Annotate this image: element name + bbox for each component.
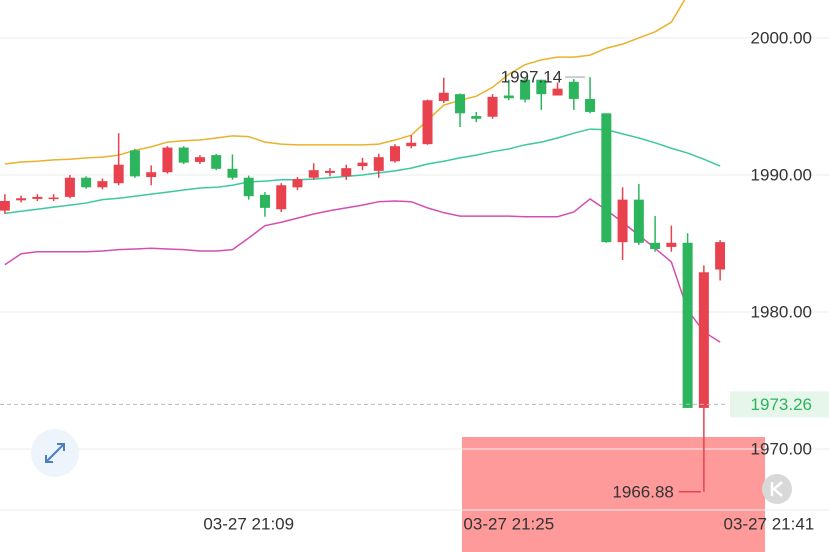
y-tick-label: 1990.00 (751, 165, 812, 184)
x-tick-label: 03-27 21:25 (463, 514, 554, 533)
candle-body (552, 88, 563, 96)
candle-body (292, 179, 303, 188)
candle-body (471, 116, 482, 119)
y-tick-label: 2000.00 (751, 28, 812, 47)
candle-body (422, 100, 433, 145)
band-line (4, 0, 686, 165)
x-tick-label: 03-27 21:41 (724, 514, 815, 533)
band-line (4, 128, 721, 215)
candle-body (178, 147, 189, 163)
candle-body (406, 142, 417, 147)
candle-body (373, 157, 384, 171)
plot-area (0, 0, 725, 492)
candle-body (455, 94, 466, 114)
reset-button[interactable] (762, 474, 792, 504)
candle-body (503, 95, 514, 99)
candle-body (633, 199, 644, 243)
overlay: 1970.00 1980.00 1990.00 2000.00 03-27 21:09 0… (0, 28, 829, 533)
candle-body (194, 157, 205, 162)
highlight-overlay (462, 437, 765, 552)
y-tick-label: 1980.00 (751, 302, 812, 321)
candle-body (97, 181, 108, 188)
candle-body (585, 98, 596, 112)
min-label: 1966.88 (612, 482, 673, 501)
candle-body (32, 196, 43, 199)
candle-body (617, 199, 628, 243)
candle-body (129, 150, 140, 177)
candle-body (601, 113, 612, 243)
candle-body (64, 177, 75, 197)
candle-body (227, 168, 238, 178)
candle-body (308, 170, 319, 178)
candle-body (0, 201, 10, 211)
candle-body (536, 79, 547, 95)
candle-body (243, 177, 254, 197)
candle-body (259, 194, 270, 208)
candle-body (698, 272, 709, 408)
x-tick-label: 03-27 21:09 (203, 514, 294, 533)
candle-body (211, 155, 222, 169)
candle-body (682, 242, 693, 408)
candle-body (341, 168, 352, 177)
candle-body (650, 242, 661, 249)
candle-body (48, 197, 59, 200)
candle-body (390, 146, 401, 162)
y-tick-label: 1970.00 (751, 440, 812, 459)
band-line (4, 198, 721, 343)
last-price-box (730, 391, 829, 418)
candle-body (438, 92, 449, 101)
candle-body (16, 198, 27, 201)
candle-body (568, 81, 579, 99)
candle-body (666, 242, 677, 247)
candle-body (276, 185, 287, 210)
candle-body (520, 79, 531, 100)
expand-button[interactable] (31, 429, 79, 477)
candle-body (357, 162, 368, 167)
candle-body (487, 96, 498, 117)
candle-body (324, 170, 335, 173)
candle-body (162, 147, 173, 173)
candle-body (81, 177, 92, 188)
candle-body (146, 172, 157, 178)
max-label: 1997.14 (501, 68, 562, 87)
candle-body (715, 242, 725, 270)
candle-body (113, 164, 124, 184)
last-price-label: 1973.26 (751, 395, 812, 414)
